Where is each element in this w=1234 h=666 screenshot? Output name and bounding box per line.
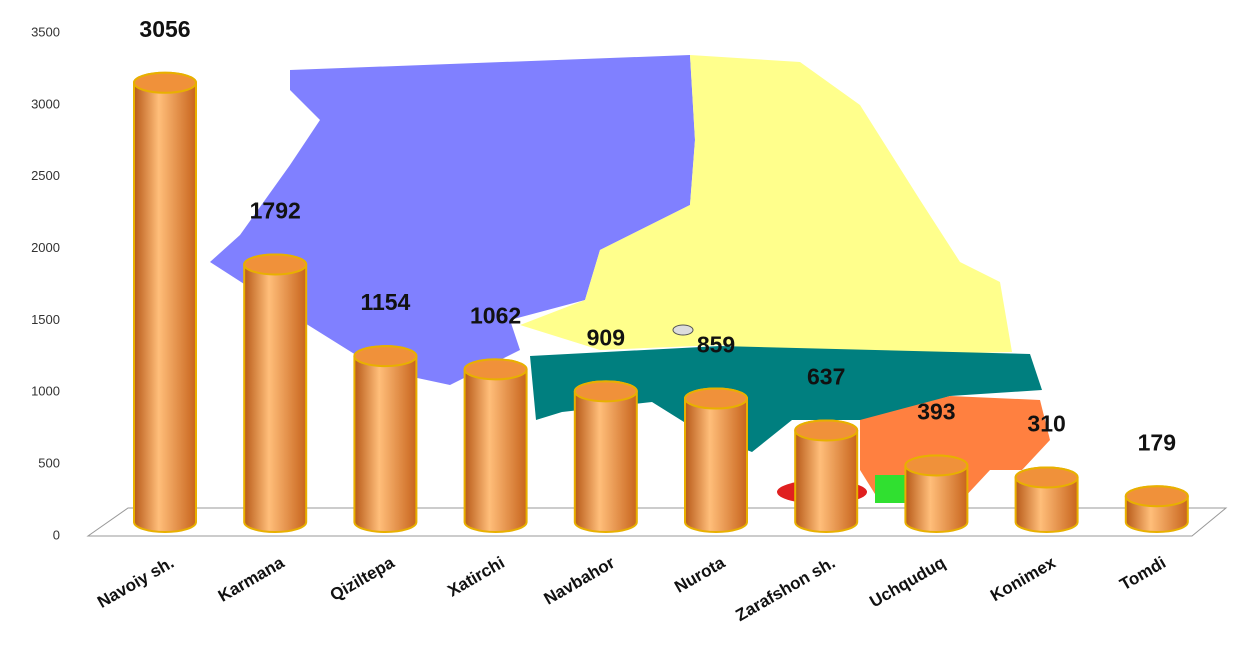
bar-top — [463, 358, 528, 381]
value-label: 1062 — [470, 302, 521, 328]
bar-top — [353, 345, 418, 368]
x-tick-label: Xatirchi — [444, 553, 508, 601]
x-tick-label: Konimex — [987, 553, 1059, 606]
bar — [463, 358, 528, 533]
bar — [684, 387, 748, 533]
bar-top — [794, 419, 859, 442]
x-tick-label: Navbahor — [541, 553, 619, 609]
x-tick-label: Zarafshon sh. — [732, 553, 838, 625]
value-label: 909 — [587, 324, 625, 350]
value-label: 859 — [697, 332, 735, 358]
value-label: 637 — [807, 364, 845, 390]
x-tick-label: Uchquduq — [866, 553, 948, 611]
bar-top — [684, 387, 748, 410]
y-tick-label: 3000 — [31, 96, 60, 111]
bar-top — [904, 454, 969, 477]
bar — [133, 71, 197, 533]
bar-top — [243, 253, 308, 276]
value-label: 310 — [1027, 411, 1065, 437]
value-label: 1792 — [250, 198, 301, 224]
value-label: 179 — [1138, 429, 1176, 455]
y-tick-label: 2000 — [31, 240, 60, 255]
y-tick-label: 3500 — [31, 24, 60, 39]
x-tick-label: Qiziltepa — [327, 553, 398, 605]
y-tick-label: 2500 — [31, 168, 60, 183]
y-tick-label: 0 — [53, 527, 60, 542]
x-tick-label: Navoiy sh. — [94, 553, 177, 612]
bar — [573, 380, 638, 533]
bar-top — [133, 71, 197, 94]
x-tick-label: Tomdi — [1116, 553, 1169, 594]
bar — [353, 345, 418, 533]
bar-top — [1124, 485, 1189, 508]
value-label: 393 — [917, 399, 955, 425]
value-label: 1154 — [360, 289, 410, 315]
x-tick-label: Nurota — [671, 553, 728, 597]
y-tick-label: 1000 — [31, 384, 60, 399]
y-tick-label: 500 — [38, 456, 60, 471]
bar — [243, 253, 308, 533]
value-label: 3056 — [139, 16, 190, 42]
y-tick-label: 1500 — [31, 312, 60, 327]
x-tick-label: Karmana — [215, 553, 288, 606]
bar-top — [1014, 466, 1079, 489]
bar-top — [573, 380, 638, 403]
